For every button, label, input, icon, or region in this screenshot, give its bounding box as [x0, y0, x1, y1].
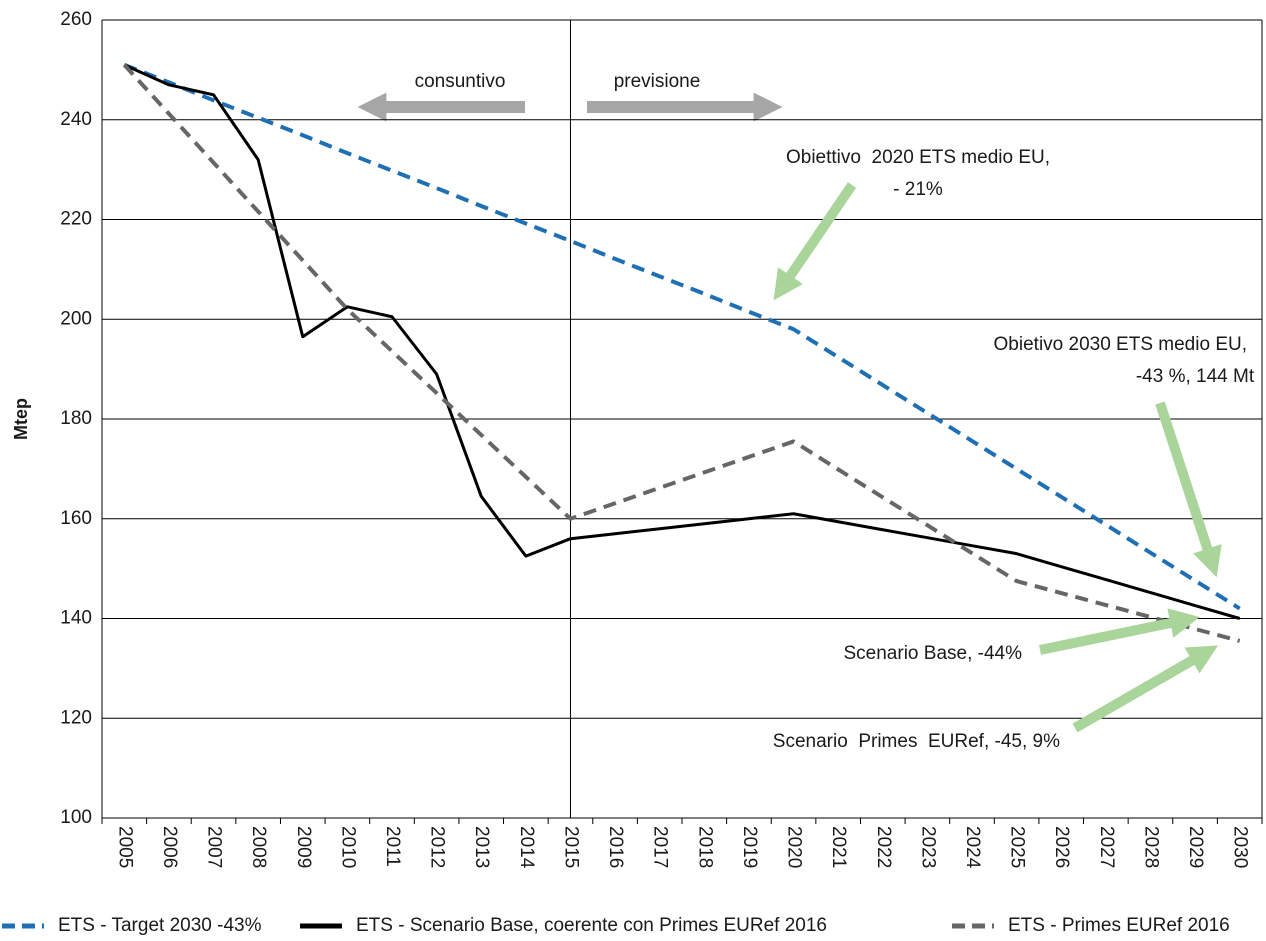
annotation-arrow: [1038, 608, 1200, 655]
x-tick-label: 2019: [739, 826, 760, 868]
x-tick-label: 2021: [828, 826, 849, 868]
x-tick-label: 2028: [1140, 826, 1161, 868]
annotation-arrow: [1072, 645, 1218, 733]
x-tick-label: 2010: [337, 826, 358, 868]
x-tick-label: 2012: [427, 826, 448, 868]
x-tick-label: 2025: [1007, 826, 1028, 868]
x-tick-label: 2015: [560, 826, 581, 868]
x-tick-label: 2020: [784, 826, 805, 868]
annotation-arrow: [773, 182, 857, 301]
annotation: Scenario Primes EURef, -45, 9%: [773, 731, 1060, 752]
x-tick-label: 2009: [293, 826, 314, 868]
x-tick-label: 2016: [605, 826, 626, 868]
series-line: [122, 63, 1241, 643]
y-tick-label: 180: [60, 408, 92, 429]
annotation: Obietivo 2030 ETS medio EU,: [994, 334, 1247, 355]
legend-label: ETS - Target 2030 -43%: [58, 915, 262, 936]
x-tick-label: 2024: [962, 826, 983, 869]
y-tick-label: 160: [60, 508, 92, 529]
annotation: - 21%: [893, 179, 943, 200]
annotation: -43 %, 144 Mt: [1136, 366, 1255, 387]
y-axis-label: Mtep: [11, 398, 31, 440]
y-tick-label: 100: [60, 807, 92, 828]
legend-label: ETS - Primes EURef 2016: [1008, 915, 1230, 936]
x-tick-label: 2006: [159, 826, 180, 868]
annotation-arrow: [1155, 401, 1222, 578]
x-tick-label: 2022: [873, 826, 894, 868]
x-tick-label: 2013: [471, 826, 492, 868]
y-tick-label: 140: [60, 608, 92, 629]
annotation: Scenario Base, -44%: [844, 643, 1023, 664]
series-line: [123, 63, 1241, 620]
x-tick-label: 2017: [650, 826, 671, 868]
x-tick-label: 2014: [516, 826, 537, 869]
y-tick-label: 200: [60, 308, 92, 329]
y-tick-label: 120: [60, 707, 92, 728]
x-tick-label: 2018: [694, 826, 715, 868]
legend-label: ETS - Scenario Base, coerente con Primes…: [356, 915, 827, 936]
x-tick-label: 2008: [248, 826, 269, 868]
x-tick-label: 2011: [382, 826, 403, 867]
x-tick-label: 2007: [204, 826, 225, 868]
x-tick-label: 2030: [1230, 826, 1251, 868]
annotation: Obiettivo 2020 ETS medio EU,: [786, 147, 1050, 168]
annotation: consuntivo: [415, 71, 506, 92]
x-tick-label: 2029: [1185, 826, 1206, 868]
x-tick-label: 2005: [114, 826, 135, 868]
x-tick-label: 2023: [917, 826, 938, 868]
x-tick-label: 2026: [1051, 826, 1072, 868]
y-tick-label: 260: [60, 9, 92, 30]
y-tick-label: 240: [60, 109, 92, 130]
annotation: previsione: [614, 71, 701, 92]
y-tick-label: 220: [60, 209, 92, 230]
x-tick-label: 2027: [1096, 826, 1117, 868]
series-line: [123, 63, 1241, 611]
